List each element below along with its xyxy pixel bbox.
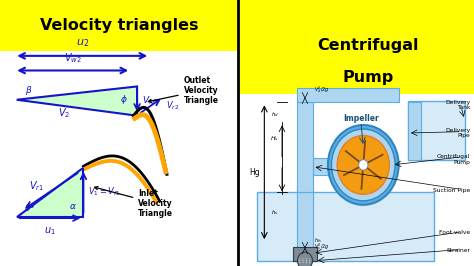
Bar [257, 192, 434, 261]
Text: $u_2$: $u_2$ [76, 38, 89, 49]
Circle shape [299, 262, 301, 263]
Text: Suction Pipe: Suction Pipe [433, 188, 471, 193]
Text: $H_s$: $H_s$ [270, 134, 278, 143]
Circle shape [299, 258, 301, 260]
Text: Centrifugal
Pump: Centrifugal Pump [437, 154, 471, 165]
Bar [0, 0, 238, 51]
Text: $V_{f2}$: $V_{f2}$ [142, 95, 156, 107]
Circle shape [306, 262, 307, 263]
Text: Centrifugal: Centrifugal [317, 38, 419, 53]
Bar [293, 247, 317, 261]
Text: $\theta$: $\theta$ [24, 202, 31, 214]
Text: $\phi$: $\phi$ [120, 93, 128, 106]
Circle shape [302, 258, 304, 260]
Bar [238, 0, 474, 94]
Text: $V_{r1}$: $V_{r1}$ [29, 179, 45, 193]
Polygon shape [17, 86, 137, 116]
Text: $h_d$: $h_d$ [271, 110, 278, 119]
Text: Foot valve: Foot valve [439, 230, 471, 235]
Text: Pump: Pump [342, 70, 393, 85]
Circle shape [309, 258, 310, 260]
Circle shape [302, 260, 304, 261]
Circle shape [331, 129, 395, 201]
Text: Delivery
Pipe: Delivery Pipe [446, 128, 471, 138]
Bar [297, 102, 313, 192]
Bar [408, 101, 465, 160]
Text: Impeller: Impeller [343, 114, 379, 123]
Text: $V_{r2}$: $V_{r2}$ [166, 100, 179, 112]
Circle shape [309, 260, 310, 261]
Polygon shape [17, 168, 83, 217]
Text: $u_1$: $u_1$ [44, 225, 56, 236]
Circle shape [306, 260, 307, 261]
Text: Outlet
Velocity
Triangle: Outlet Velocity Triangle [148, 76, 219, 105]
Text: $V_s^2/2g$: $V_s^2/2g$ [314, 242, 329, 252]
Circle shape [299, 260, 301, 261]
Text: $V_2$: $V_2$ [58, 106, 71, 120]
Bar [238, 94, 474, 266]
Circle shape [359, 160, 368, 170]
Circle shape [309, 262, 310, 263]
Circle shape [302, 262, 304, 263]
Text: Inlet
Velocity
Triangle: Inlet Velocity Triangle [95, 186, 173, 218]
Text: $\beta$: $\beta$ [25, 84, 33, 97]
Bar [408, 102, 421, 160]
Text: $V_{w2}$: $V_{w2}$ [64, 51, 82, 65]
Circle shape [337, 135, 389, 194]
Circle shape [328, 125, 399, 205]
Text: Strainer: Strainer [447, 248, 471, 252]
Bar [0, 51, 238, 266]
Text: Hg: Hg [249, 168, 260, 177]
Text: $\alpha$: $\alpha$ [69, 202, 77, 211]
Text: Velocity triangles: Velocity triangles [40, 18, 199, 33]
Text: Delivery
Tank: Delivery Tank [446, 100, 471, 110]
Circle shape [306, 258, 307, 260]
Circle shape [297, 252, 312, 266]
Bar [313, 158, 331, 175]
Text: $V_1 = V_{f1}$: $V_1 = V_{f1}$ [88, 186, 121, 198]
Text: $V_d^2/2g$: $V_d^2/2g$ [314, 85, 329, 95]
Text: $h_s$: $h_s$ [271, 208, 278, 217]
Text: $h_{fs}$: $h_{fs}$ [314, 236, 322, 245]
Bar [297, 186, 313, 261]
Bar [297, 88, 399, 102]
